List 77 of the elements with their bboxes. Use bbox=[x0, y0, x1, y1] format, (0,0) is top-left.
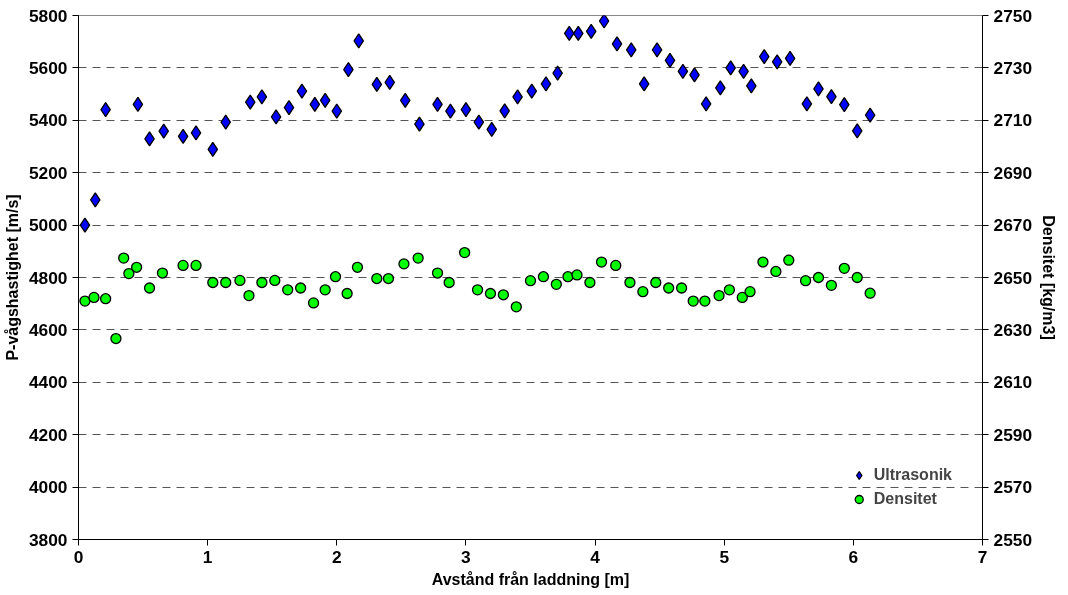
point bbox=[244, 94, 256, 110]
point bbox=[664, 52, 676, 68]
legend-label: Densitet bbox=[873, 490, 937, 508]
x-tick-label: 5 bbox=[719, 546, 730, 567]
x-tick-label: 3 bbox=[461, 546, 472, 567]
legend-label: Ultrasonik bbox=[873, 466, 952, 484]
y-tick-label: 5400 bbox=[28, 110, 68, 131]
y-tick-label: 3800 bbox=[28, 529, 68, 550]
point bbox=[256, 89, 268, 105]
point bbox=[758, 48, 770, 65]
y2-tick-label: 2570 bbox=[993, 477, 1033, 498]
x-tick-label: 7 bbox=[977, 546, 988, 567]
y-tick-label: 5200 bbox=[28, 162, 68, 183]
point bbox=[207, 141, 219, 158]
point bbox=[132, 96, 144, 112]
y-tick-label: 4000 bbox=[28, 477, 68, 498]
point bbox=[651, 42, 663, 58]
y2-tick-label: 2730 bbox=[993, 57, 1033, 78]
point bbox=[638, 76, 650, 92]
point bbox=[353, 33, 365, 49]
point bbox=[526, 83, 538, 99]
x-tick-label: 4 bbox=[590, 546, 601, 567]
y2-tick-label: 2690 bbox=[993, 162, 1033, 183]
point bbox=[371, 76, 383, 93]
point bbox=[784, 50, 796, 67]
point bbox=[611, 36, 623, 52]
point bbox=[460, 101, 472, 118]
point bbox=[677, 63, 689, 79]
point bbox=[851, 123, 863, 139]
point bbox=[384, 74, 396, 90]
y2-tick-label: 2650 bbox=[993, 267, 1033, 288]
y2-tick-label: 2750 bbox=[993, 5, 1033, 26]
point bbox=[585, 23, 597, 40]
point bbox=[270, 109, 282, 125]
y2-tick-label: 2590 bbox=[993, 424, 1033, 445]
y-tick-label: 4600 bbox=[28, 319, 68, 340]
y2-axis-title: Densitet [kg/m3] bbox=[1040, 215, 1058, 340]
y2-tick-label: 2630 bbox=[993, 319, 1033, 340]
point bbox=[801, 96, 813, 112]
point bbox=[563, 25, 575, 41]
point bbox=[319, 92, 331, 109]
x-tick-label: 1 bbox=[202, 546, 213, 567]
x-tick-label: 6 bbox=[848, 546, 859, 567]
point bbox=[283, 100, 295, 116]
y-tick-label: 5600 bbox=[28, 57, 68, 78]
point bbox=[309, 96, 321, 112]
point bbox=[700, 96, 712, 112]
x-axis-title: Avstånd från laddning [m] bbox=[431, 570, 630, 588]
point bbox=[399, 92, 411, 109]
point bbox=[296, 83, 308, 99]
x-tick-label: 0 bbox=[73, 546, 84, 567]
point bbox=[625, 42, 637, 58]
point bbox=[864, 107, 876, 123]
point bbox=[158, 123, 170, 139]
y2-tick-label: 2550 bbox=[993, 529, 1033, 550]
y-axis-title: P-vågshastighet [m/s] bbox=[3, 194, 21, 361]
point bbox=[473, 114, 485, 130]
y2-tick-label: 2710 bbox=[993, 110, 1033, 131]
point bbox=[331, 103, 343, 119]
y2-tick-label: 2670 bbox=[993, 215, 1033, 236]
y-tick-label: 5000 bbox=[28, 215, 68, 236]
y-tick-label: 4400 bbox=[28, 372, 68, 393]
point bbox=[771, 54, 783, 70]
y2-tick-label: 2610 bbox=[993, 372, 1033, 393]
point bbox=[79, 217, 91, 233]
y-tick-label: 4800 bbox=[28, 267, 68, 288]
point bbox=[190, 125, 202, 141]
y-tick-label: 4200 bbox=[28, 424, 68, 445]
point bbox=[540, 76, 552, 92]
point bbox=[486, 121, 498, 138]
point bbox=[220, 114, 232, 130]
y-tick-label: 5800 bbox=[28, 5, 68, 26]
x-tick-label: 2 bbox=[331, 546, 342, 567]
point bbox=[177, 128, 189, 144]
point bbox=[572, 25, 584, 41]
point bbox=[89, 192, 101, 208]
point bbox=[598, 15, 610, 29]
